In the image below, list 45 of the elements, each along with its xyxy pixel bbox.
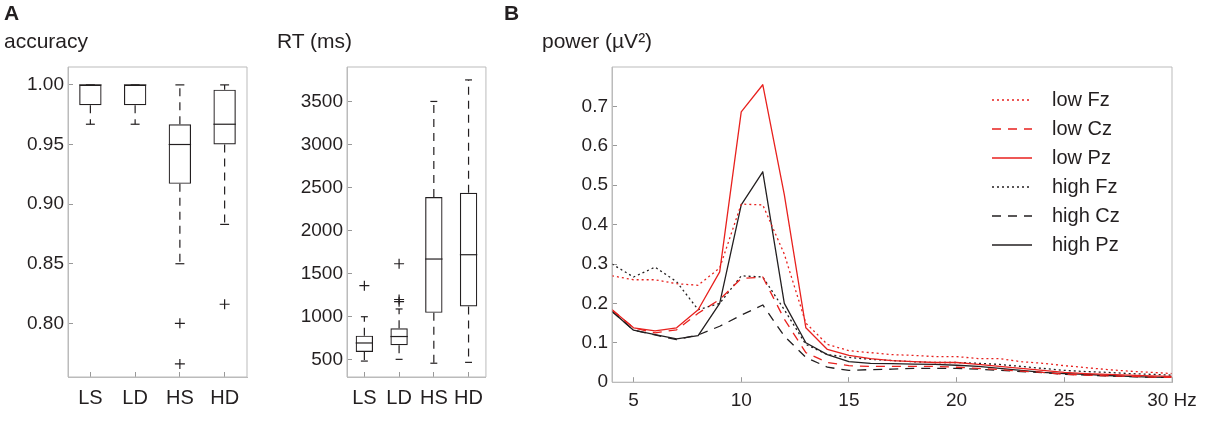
- x-tick-label: HS: [165, 385, 194, 408]
- x-tick-label: 25: [1053, 388, 1075, 410]
- y-axis-title: accuracy: [4, 29, 89, 52]
- legend-label: high Pz: [1052, 232, 1119, 255]
- y-tick-label: 0.1: [581, 331, 608, 353]
- y-tick-label: 1500: [300, 261, 343, 283]
- x-tick-label: 5: [628, 388, 639, 410]
- y-tick-label: 1000: [300, 304, 343, 326]
- legend-label: high Fz: [1052, 174, 1118, 197]
- y-tick-label: 0.95: [27, 132, 64, 154]
- legend-label: low Fz: [1052, 87, 1110, 110]
- x-tick-label: LS: [352, 385, 377, 408]
- text: B: [504, 1, 520, 24]
- legend-label: low Cz: [1052, 116, 1113, 139]
- text: A: [4, 1, 20, 24]
- x-tick-label: 10: [730, 388, 752, 410]
- y-tick-label: 0.4: [581, 212, 609, 234]
- y-tick-label: 3000: [300, 132, 343, 154]
- y-tick-label: 3500: [300, 89, 343, 111]
- y-axis-title: power (µV²): [542, 29, 653, 52]
- y-tick-label: 0.80: [27, 311, 64, 333]
- x-tick-label: 20: [946, 388, 968, 410]
- y-tick-label: 0.90: [27, 192, 64, 214]
- x-tick-label: HD: [454, 385, 483, 408]
- y-tick-label: 2500: [300, 175, 343, 197]
- x-tick-label: HS: [419, 385, 448, 408]
- x-tick-label: LS: [78, 385, 103, 408]
- y-tick-label: 0: [597, 370, 608, 392]
- x-tick-label: 15: [838, 388, 860, 410]
- y-tick-label: 0.7: [581, 94, 608, 116]
- y-tick-label: 500: [311, 348, 343, 370]
- x-tick-label: LD: [122, 385, 148, 408]
- x-tick-label: HD: [210, 385, 240, 408]
- y-tick-label: 2000: [300, 218, 343, 240]
- y-tick-label: 0.3: [581, 252, 608, 274]
- legend-label: high Cz: [1052, 203, 1120, 226]
- x-tick-label: 30 Hz: [1147, 388, 1197, 410]
- y-axis-title: RT (ms): [277, 29, 353, 52]
- y-tick-label: 0.2: [581, 291, 608, 313]
- legend-label: low Pz: [1052, 145, 1111, 168]
- y-tick-label: 0.85: [27, 251, 64, 273]
- x-tick-label: LD: [386, 385, 412, 408]
- y-tick-label: 1.00: [27, 73, 64, 95]
- y-tick-label: 0.6: [581, 134, 608, 156]
- y-tick-label: 0.5: [581, 173, 608, 195]
